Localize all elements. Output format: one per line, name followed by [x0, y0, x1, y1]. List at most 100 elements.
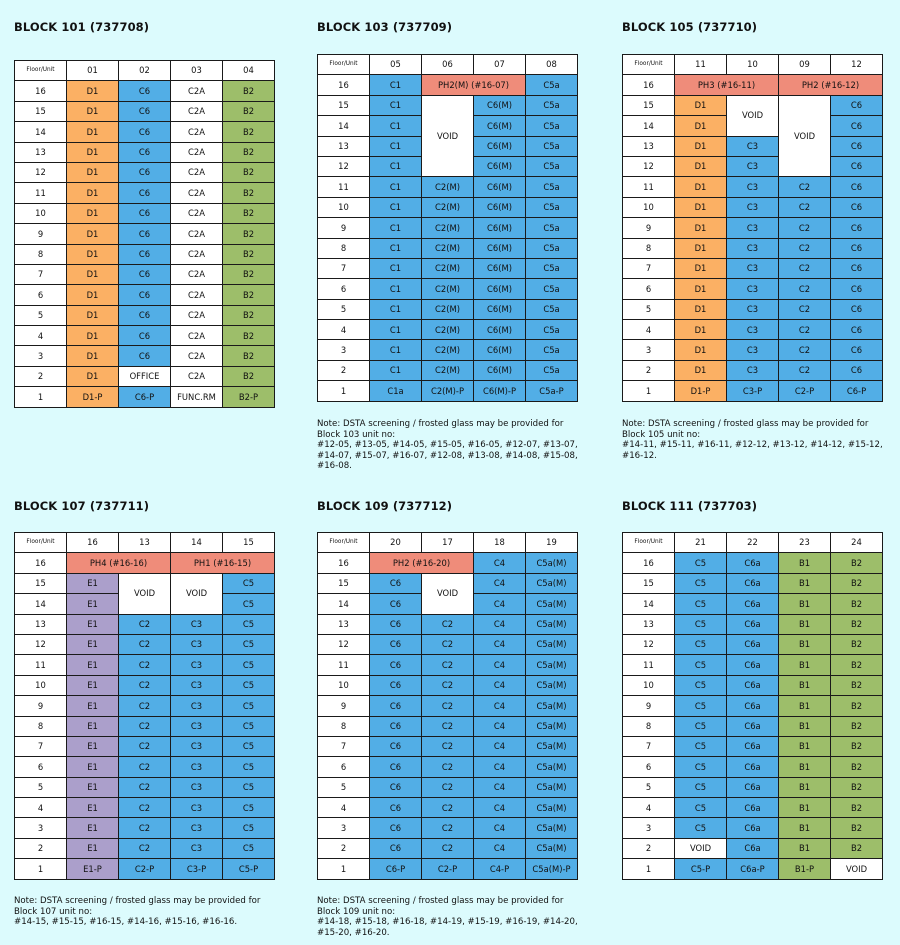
unit-cell: C2 [421, 654, 474, 676]
floor-row: 7 C6 C2 C4 C5a(M) [317, 735, 578, 758]
unit-cell: C6(M) [473, 176, 526, 198]
floor-label: 8 [14, 715, 67, 737]
unit-cell: C1 [369, 94, 422, 117]
unit-cell: C6(M) [473, 237, 526, 259]
unit-cell: C5 [222, 593, 275, 615]
unit-cell: C3 [170, 674, 223, 697]
unit-cell: C5a(M) [525, 593, 578, 615]
floor-label: 14 [14, 593, 67, 615]
unit-cell: C3 [170, 817, 223, 839]
unit-cell: B2 [222, 121, 275, 143]
floor-row: 5 D1 C6 C2A B2 [14, 304, 275, 327]
floor-row: 6 C1 C2(M) C6(M) C5a [317, 278, 578, 300]
unit-cell: C2-P [421, 858, 474, 880]
floor-row: 15 D1 C6 C2A B2 [14, 100, 275, 123]
unit-cell: E1 [66, 817, 119, 839]
unit-cell: C6 [369, 613, 422, 635]
unit-cell: C5a [525, 74, 578, 96]
floor-row: 14 C5 C6a B1 B2 [622, 593, 883, 615]
unit-header: 10 [726, 53, 779, 76]
unit-cell: C2 [118, 654, 171, 676]
floor-label: 7 [14, 263, 67, 286]
unit-cell: C5a(M) [525, 572, 578, 595]
floor-label: 14 [317, 593, 370, 615]
unit-cell: B1 [778, 817, 831, 839]
unit-cell: C3 [170, 837, 223, 860]
unit-cell: B1 [778, 633, 831, 656]
floor-row: 5 E1 C2 C3 C5 [14, 776, 275, 799]
unit-cell: B1 [778, 756, 831, 778]
unit-cell: C6 [830, 115, 883, 137]
unit-cell: D1 [674, 217, 727, 239]
floor-row: 6 D1 C6 C2A B2 [14, 284, 275, 306]
floor-label: 10 [317, 674, 370, 697]
note-line: #14-18, #15-18, #16-18, #14-19, #15-19, … [317, 917, 578, 928]
floor-label: 2 [14, 837, 67, 860]
unit-cell: C6a [726, 735, 779, 758]
unit-cell: C2 [421, 715, 474, 737]
floor-label: 7 [14, 735, 67, 758]
floor-label: 12 [14, 161, 67, 184]
unit-cell: C6(M) [473, 278, 526, 300]
block-107-body: Floor/Unit 16 13 14 15 16 PH4 (#16-16) P… [14, 531, 275, 615]
unit-cell: C5 [674, 613, 727, 635]
unit-cell: C5a(M) [525, 552, 578, 574]
floor-row: 5 C1 C2(M) C6(M) C5a [317, 298, 578, 321]
floor-label: 12 [622, 633, 675, 656]
unit-cell: C5a [525, 115, 578, 137]
unit-cell: B1 [778, 837, 831, 860]
unit-cell: C6 [118, 141, 171, 163]
void-cell: VOID [778, 94, 831, 178]
unit-cell: C2(M) [421, 257, 474, 280]
floor-row: 16 PH3 (#16-11) PH2 (#16-12) [622, 74, 883, 96]
floor-row: 3 C6 C2 C4 C5a(M) [317, 817, 578, 839]
unit-cell: C1 [369, 237, 422, 259]
floor-label: 5 [622, 776, 675, 799]
floor-row: 10 C5 C6a B1 B2 [622, 674, 883, 697]
unit-cell: C2 [118, 817, 171, 839]
unit-cell: D1 [66, 243, 119, 265]
floor-label: 15 [622, 572, 675, 595]
note-line: #14-11, #15-11, #16-11, #12-12, #13-12, … [622, 440, 883, 451]
unit-header: 08 [525, 53, 578, 76]
floor-label: 8 [622, 237, 675, 259]
unit-cell: C2A [170, 263, 223, 286]
note-line: Note: DSTA screening / frosted glass may… [317, 419, 564, 429]
unit-cell: C6 [118, 161, 171, 184]
floor-row: 4 D1 C6 C2A B2 [14, 325, 275, 347]
floor-row: 1 D1-P C3-P C2-P C6-P [622, 380, 883, 402]
unit-cell: C5a(M) [525, 674, 578, 697]
floor-label: 11 [317, 654, 370, 676]
unit-header: 09 [778, 53, 831, 76]
unit-cell: C6 [118, 80, 171, 102]
unit-cell: B1 [778, 735, 831, 758]
unit-cell: C6 [830, 155, 883, 178]
floor-label: 1 [14, 386, 67, 408]
floor-row: 14 D1 C6 C2A B2 [14, 121, 275, 143]
unit-cell: C2 [778, 217, 831, 239]
unit-cell: C2 [778, 298, 831, 321]
floor-row: 14 C6 C4 C5a(M) [317, 593, 578, 615]
penthouse-cell: PH2 (#16-12) [778, 74, 883, 96]
unit-cell: B2 [830, 633, 883, 656]
floor-label: 10 [14, 202, 67, 225]
floor-row: 4 C1 C2(M) C6(M) C5a [317, 319, 578, 341]
unit-cell: C2 [421, 735, 474, 758]
floor-row: 11 D1 C6 C2A B2 [14, 182, 275, 204]
floor-row: 16 C5 C6a B1 B2 [622, 552, 883, 574]
unit-cell: C2A [170, 223, 223, 245]
floor-label: 5 [317, 298, 370, 321]
unit-cell: D1 [674, 339, 727, 361]
unit-cell: C2(M) [421, 278, 474, 300]
unit-cell: C2A [170, 284, 223, 306]
unit-cell: C2 [421, 695, 474, 717]
unit-cell: C2 [118, 837, 171, 860]
penthouse-cell: PH2 (#16-20) [369, 552, 474, 574]
unit-cell: C2 [421, 837, 474, 860]
unit-cell: C6 [830, 339, 883, 361]
unit-cell: C3 [726, 217, 779, 239]
unit-cell: E1 [66, 633, 119, 656]
unit-cell: B2 [830, 756, 883, 778]
unit-cell: D1 [674, 359, 727, 382]
unit-cell: C2(M) [421, 339, 474, 361]
